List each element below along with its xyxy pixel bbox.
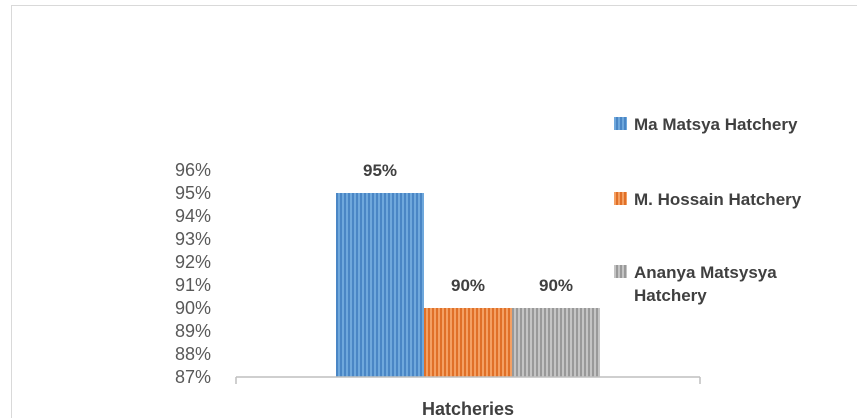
legend-swatch-3 bbox=[614, 265, 627, 278]
y-tick-label: 89% bbox=[175, 321, 211, 341]
y-tick-label: 93% bbox=[175, 229, 211, 249]
data-label-1: 95% bbox=[363, 161, 397, 180]
legend-label-1: Ma Matsya Hatchery bbox=[634, 115, 798, 134]
bar-1 bbox=[336, 193, 424, 377]
bar-2 bbox=[424, 308, 512, 377]
legend-label-2: M. Hossain Hatchery bbox=[634, 190, 802, 209]
y-tick-label: 95% bbox=[175, 183, 211, 203]
y-tick-label: 94% bbox=[175, 206, 211, 226]
y-tick-label: 88% bbox=[175, 344, 211, 364]
chart-frame bbox=[11, 5, 857, 418]
data-labels: 95% 90% 90% bbox=[363, 161, 573, 295]
y-tick-label: 90% bbox=[175, 298, 211, 318]
y-tick-label: 92% bbox=[175, 252, 211, 272]
legend-swatch-1 bbox=[614, 117, 627, 130]
legend-swatch-2 bbox=[614, 192, 627, 205]
data-label-3: 90% bbox=[539, 276, 573, 295]
data-label-2: 90% bbox=[451, 276, 485, 295]
y-axis-ticks: 96% 95% 94% 93% 92% 91% 90% 89% 88% 87% bbox=[175, 160, 211, 387]
bars bbox=[336, 193, 600, 377]
legend-label-3: Ananya Matsysya bbox=[634, 263, 777, 282]
y-tick-label: 91% bbox=[175, 275, 211, 295]
legend: Ma Matsya Hatchery M. Hossain Hatchery Ana… bbox=[614, 115, 802, 305]
bar-3 bbox=[512, 308, 600, 377]
x-axis-title: Hatcheries bbox=[422, 399, 514, 418]
legend-label-3-line-2: Hatchery bbox=[634, 286, 707, 305]
y-tick-label: 96% bbox=[175, 160, 211, 180]
y-tick-label: 87% bbox=[175, 367, 211, 387]
